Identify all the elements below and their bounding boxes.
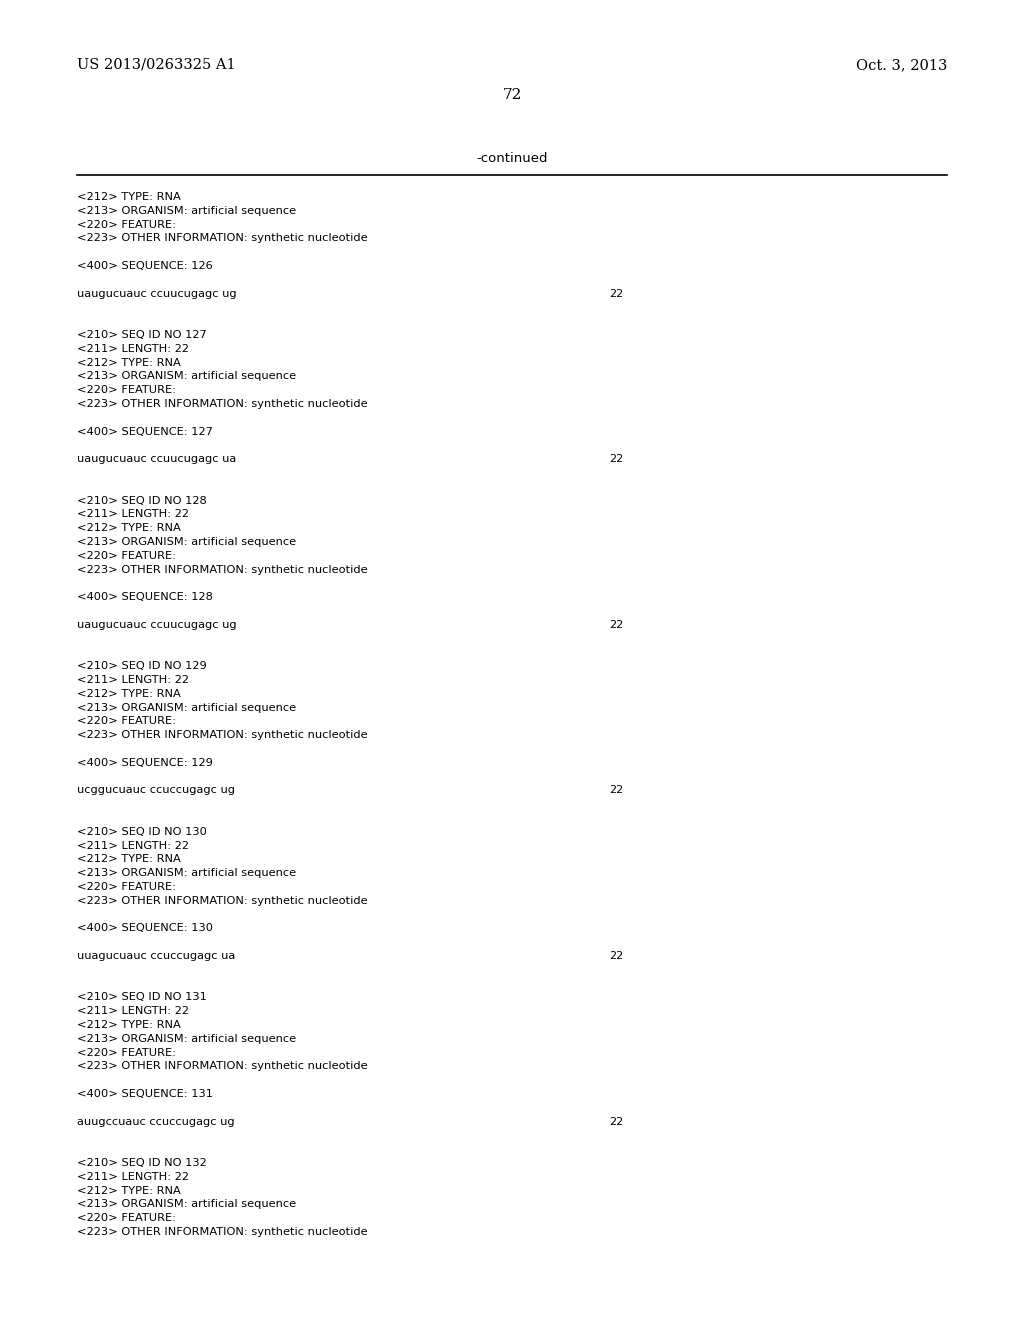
Text: <223> OTHER INFORMATION: synthetic nucleotide: <223> OTHER INFORMATION: synthetic nucle…	[77, 399, 368, 409]
Text: <211> LENGTH: 22: <211> LENGTH: 22	[77, 1006, 189, 1016]
Text: 22: 22	[609, 620, 624, 630]
Text: 22: 22	[609, 950, 624, 961]
Text: uaugucuauc ccuucugagc ua: uaugucuauc ccuucugagc ua	[77, 454, 237, 465]
Text: <400> SEQUENCE: 130: <400> SEQUENCE: 130	[77, 924, 213, 933]
Text: <400> SEQUENCE: 126: <400> SEQUENCE: 126	[77, 261, 213, 271]
Text: <220> FEATURE:: <220> FEATURE:	[77, 1048, 176, 1057]
Text: uaugucuauc ccuucugagc ug: uaugucuauc ccuucugagc ug	[77, 289, 237, 298]
Text: <400> SEQUENCE: 131: <400> SEQUENCE: 131	[77, 1089, 213, 1100]
Text: ucggucuauc ccuccugagc ug: ucggucuauc ccuccugagc ug	[77, 785, 234, 796]
Text: <212> TYPE: RNA: <212> TYPE: RNA	[77, 523, 181, 533]
Text: US 2013/0263325 A1: US 2013/0263325 A1	[77, 58, 236, 73]
Text: 22: 22	[609, 1117, 624, 1126]
Text: <213> ORGANISM: artificial sequence: <213> ORGANISM: artificial sequence	[77, 702, 296, 713]
Text: <220> FEATURE:: <220> FEATURE:	[77, 385, 176, 395]
Text: 22: 22	[609, 785, 624, 796]
Text: <210> SEQ ID NO 130: <210> SEQ ID NO 130	[77, 826, 207, 837]
Text: <223> OTHER INFORMATION: synthetic nucleotide: <223> OTHER INFORMATION: synthetic nucle…	[77, 730, 368, 741]
Text: <212> TYPE: RNA: <212> TYPE: RNA	[77, 191, 181, 202]
Text: 22: 22	[609, 289, 624, 298]
Text: <210> SEQ ID NO 128: <210> SEQ ID NO 128	[77, 495, 207, 506]
Text: <210> SEQ ID NO 131: <210> SEQ ID NO 131	[77, 993, 207, 1002]
Text: <400> SEQUENCE: 128: <400> SEQUENCE: 128	[77, 593, 213, 602]
Text: <212> TYPE: RNA: <212> TYPE: RNA	[77, 689, 181, 698]
Text: <211> LENGTH: 22: <211> LENGTH: 22	[77, 1172, 189, 1181]
Text: <210> SEQ ID NO 132: <210> SEQ ID NO 132	[77, 1158, 207, 1168]
Text: -continued: -continued	[476, 152, 548, 165]
Text: <211> LENGTH: 22: <211> LENGTH: 22	[77, 675, 189, 685]
Text: Oct. 3, 2013: Oct. 3, 2013	[856, 58, 947, 73]
Text: <220> FEATURE:: <220> FEATURE:	[77, 550, 176, 561]
Text: <211> LENGTH: 22: <211> LENGTH: 22	[77, 510, 189, 519]
Text: <400> SEQUENCE: 127: <400> SEQUENCE: 127	[77, 426, 213, 437]
Text: <213> ORGANISM: artificial sequence: <213> ORGANISM: artificial sequence	[77, 1200, 296, 1209]
Text: <223> OTHER INFORMATION: synthetic nucleotide: <223> OTHER INFORMATION: synthetic nucle…	[77, 565, 368, 574]
Text: <220> FEATURE:: <220> FEATURE:	[77, 717, 176, 726]
Text: <223> OTHER INFORMATION: synthetic nucleotide: <223> OTHER INFORMATION: synthetic nucle…	[77, 234, 368, 243]
Text: 22: 22	[609, 454, 624, 465]
Text: <212> TYPE: RNA: <212> TYPE: RNA	[77, 1020, 181, 1030]
Text: <220> FEATURE:: <220> FEATURE:	[77, 219, 176, 230]
Text: uaugucuauc ccuucugagc ug: uaugucuauc ccuucugagc ug	[77, 620, 237, 630]
Text: <210> SEQ ID NO 129: <210> SEQ ID NO 129	[77, 661, 207, 671]
Text: 72: 72	[503, 88, 521, 102]
Text: <212> TYPE: RNA: <212> TYPE: RNA	[77, 1185, 181, 1196]
Text: <213> ORGANISM: artificial sequence: <213> ORGANISM: artificial sequence	[77, 206, 296, 215]
Text: <220> FEATURE:: <220> FEATURE:	[77, 1213, 176, 1224]
Text: <211> LENGTH: 22: <211> LENGTH: 22	[77, 841, 189, 850]
Text: <220> FEATURE:: <220> FEATURE:	[77, 882, 176, 892]
Text: <211> LENGTH: 22: <211> LENGTH: 22	[77, 343, 189, 354]
Text: <223> OTHER INFORMATION: synthetic nucleotide: <223> OTHER INFORMATION: synthetic nucle…	[77, 896, 368, 906]
Text: auugccuauc ccuccugagc ug: auugccuauc ccuccugagc ug	[77, 1117, 234, 1126]
Text: <223> OTHER INFORMATION: synthetic nucleotide: <223> OTHER INFORMATION: synthetic nucle…	[77, 1228, 368, 1237]
Text: <212> TYPE: RNA: <212> TYPE: RNA	[77, 358, 181, 367]
Text: <212> TYPE: RNA: <212> TYPE: RNA	[77, 854, 181, 865]
Text: <213> ORGANISM: artificial sequence: <213> ORGANISM: artificial sequence	[77, 537, 296, 546]
Text: <213> ORGANISM: artificial sequence: <213> ORGANISM: artificial sequence	[77, 371, 296, 381]
Text: uuagucuauc ccuccugagc ua: uuagucuauc ccuccugagc ua	[77, 950, 236, 961]
Text: <223> OTHER INFORMATION: synthetic nucleotide: <223> OTHER INFORMATION: synthetic nucle…	[77, 1061, 368, 1072]
Text: <400> SEQUENCE: 129: <400> SEQUENCE: 129	[77, 758, 213, 768]
Text: <210> SEQ ID NO 127: <210> SEQ ID NO 127	[77, 330, 207, 341]
Text: <213> ORGANISM: artificial sequence: <213> ORGANISM: artificial sequence	[77, 869, 296, 878]
Text: <213> ORGANISM: artificial sequence: <213> ORGANISM: artificial sequence	[77, 1034, 296, 1044]
